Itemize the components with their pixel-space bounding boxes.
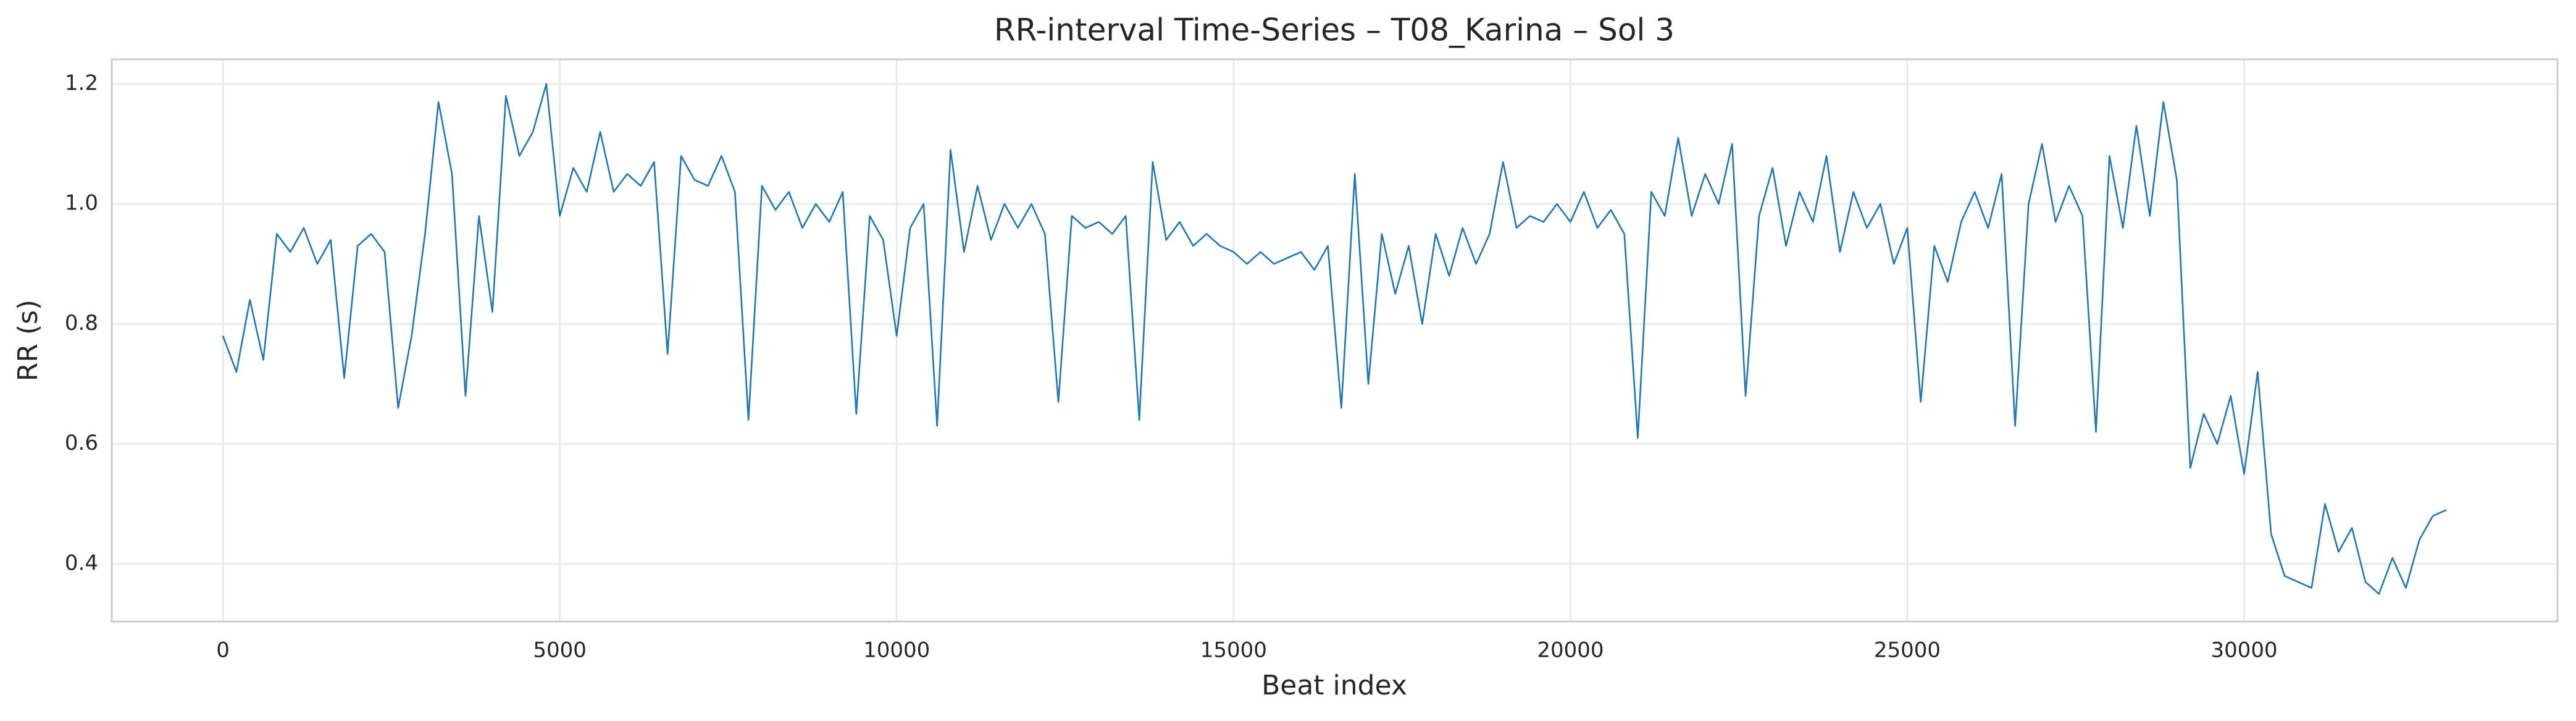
- x-tick-label: 10000: [863, 638, 930, 663]
- x-tick-label: 20000: [1537, 638, 1604, 663]
- data-line: [222, 83, 2447, 595]
- chart-title: RR-interval Time-Series – T08_Karina – S…: [994, 12, 1675, 48]
- y-tick-label: 0.6: [65, 431, 98, 455]
- x-tick-label: 0: [216, 638, 230, 663]
- y-tick-label: 0.8: [65, 311, 98, 335]
- plot-frame: [111, 58, 2559, 623]
- y-tick-label: 1.2: [65, 70, 98, 95]
- y-tick-label: 1.0: [65, 191, 98, 216]
- x-tick-label: 30000: [2211, 638, 2278, 663]
- y-axis-label: RR (s): [12, 300, 44, 381]
- y-tick-label: 0.4: [65, 550, 98, 575]
- x-tick-label: 25000: [1874, 638, 1941, 663]
- x-tick-label: 15000: [1200, 638, 1267, 663]
- x-tick-label: 5000: [533, 638, 587, 663]
- x-axis-label: Beat index: [1261, 670, 1407, 701]
